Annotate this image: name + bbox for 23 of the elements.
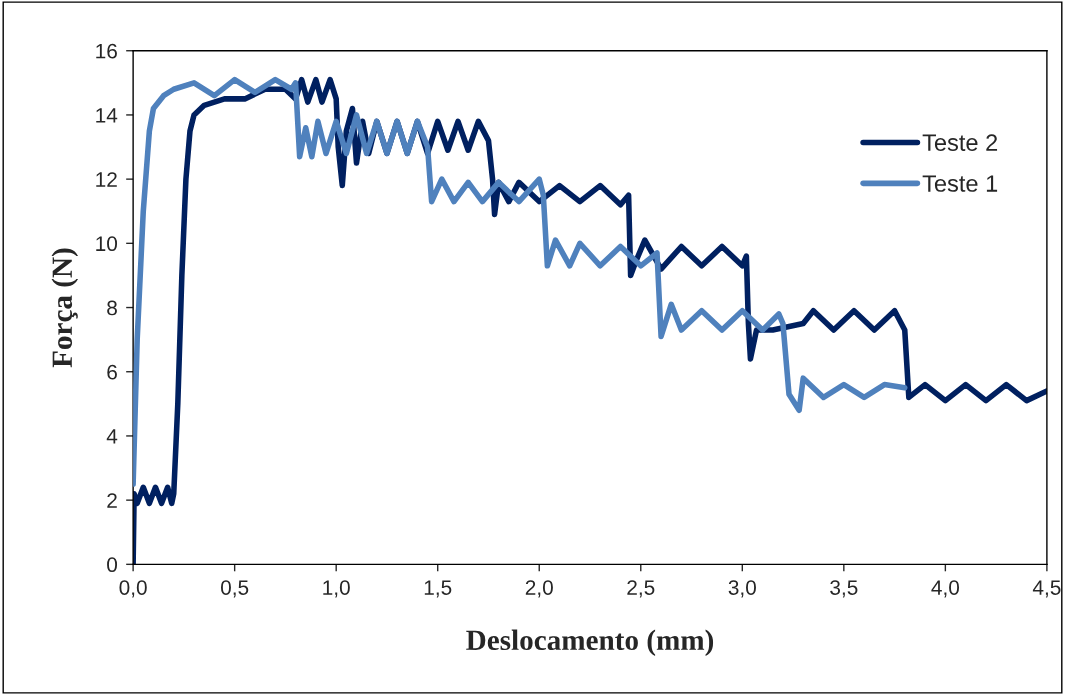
x-tick-label: 0,5 bbox=[220, 580, 249, 598]
legend-label: Teste 1 bbox=[922, 175, 998, 192]
legend-label: Teste 2 bbox=[922, 134, 998, 151]
x-tick-label: 1,5 bbox=[424, 580, 452, 598]
y-tick-label: 10 bbox=[96, 236, 118, 252]
x-tick-label: 4,0 bbox=[931, 580, 960, 598]
x-tick-label: 3,5 bbox=[830, 580, 858, 598]
y-tick-label: 8 bbox=[107, 300, 117, 316]
y-tick-label: 14 bbox=[96, 108, 118, 123]
y-tick-label: 16 bbox=[96, 43, 117, 59]
x-tick-label: 1,0 bbox=[323, 580, 350, 598]
x-tick-label: 0,0 bbox=[119, 580, 147, 598]
x-tick-label: 4,5 bbox=[1032, 580, 1061, 598]
y-tick-label: 2 bbox=[107, 493, 117, 508]
x-axis-title: Deslocamento (mm) bbox=[466, 629, 714, 657]
x-tick-label: 3,0 bbox=[728, 580, 756, 598]
x-tick-label: 2,0 bbox=[525, 580, 553, 598]
y-tick-label: 4 bbox=[106, 429, 118, 444]
y-tick-label: 12 bbox=[96, 172, 117, 187]
y-axis-title: Força (N) bbox=[51, 248, 79, 368]
x-tick-label: 2,5 bbox=[627, 580, 655, 598]
y-tick-label: 6 bbox=[107, 364, 117, 380]
y-tick-label: 0 bbox=[107, 557, 118, 573]
